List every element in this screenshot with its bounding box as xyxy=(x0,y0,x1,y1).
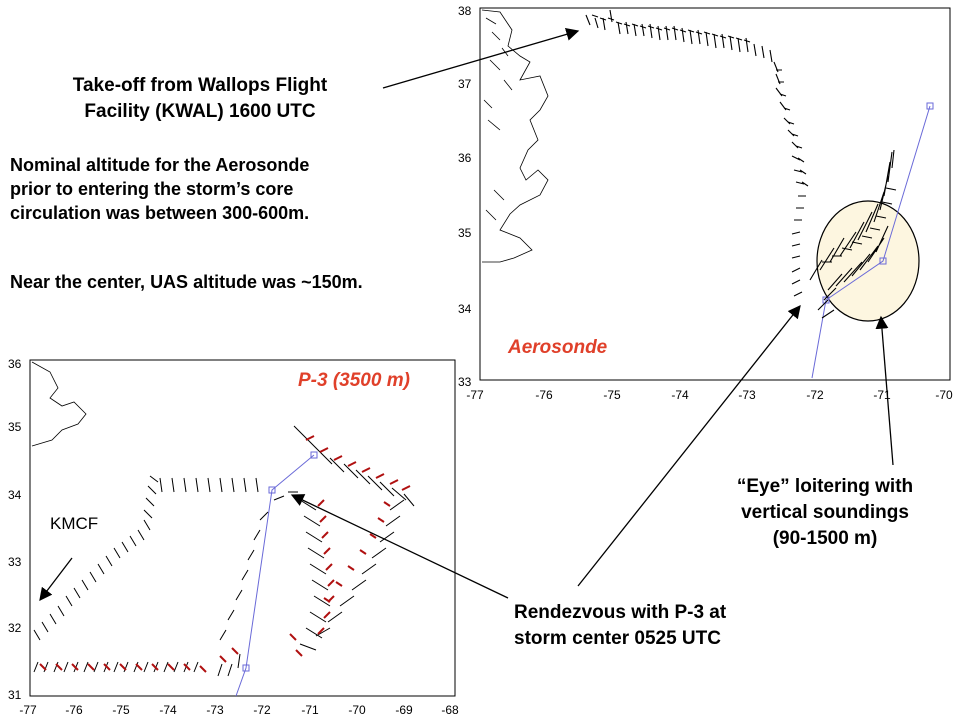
kmcf-arrow xyxy=(39,557,73,602)
takeoff-arrow xyxy=(382,28,580,89)
aerosonde-map-label: Aerosonde xyxy=(508,337,608,358)
nominal-line: circulation was between 300-600m. xyxy=(10,203,310,223)
p3-track xyxy=(235,454,315,697)
eye-annotation: “Eye” loitering with vertical soundings … xyxy=(690,474,960,552)
rendezvous-arrow-p3 xyxy=(290,494,509,599)
rendezvous-line: storm center 0525 UTC xyxy=(514,628,721,649)
x-tick-label: -69 xyxy=(395,703,413,717)
aerosonde-x-ticks: -77 -76 -75 -74 -73 -72 -71 -70 xyxy=(466,388,953,402)
eye-arrow xyxy=(875,315,894,466)
aerosonde-track xyxy=(811,105,931,379)
y-tick-label: 33 xyxy=(8,555,22,569)
y-tick-label: 34 xyxy=(458,302,472,316)
y-tick-label: 36 xyxy=(458,151,472,165)
aerosonde-wind-barbs xyxy=(585,9,897,319)
rendezvous-annotation: Rendezvous with P-3 at storm center 0525… xyxy=(514,600,814,652)
takeoff-line: Facility (KWAL) 1600 UTC xyxy=(84,101,316,122)
aerosonde-y-ticks: 38 37 36 35 34 33 xyxy=(458,4,472,389)
y-tick-label: 32 xyxy=(8,621,22,635)
track-marker xyxy=(879,257,887,265)
rendezvous-line: Rendezvous with P-3 at xyxy=(514,602,727,623)
x-tick-label: -72 xyxy=(806,388,824,402)
x-tick-label: -73 xyxy=(738,388,756,402)
p3-map-label: P-3 (3500 m) xyxy=(298,370,410,391)
x-tick-label: -74 xyxy=(671,388,689,402)
nominal-line: Nominal altitude for the Aerosonde xyxy=(10,155,310,175)
p3-wind-barbs xyxy=(33,425,415,677)
y-tick-label: 35 xyxy=(8,420,22,434)
nominal-altitude-annotation: Nominal altitude for the Aerosonde prior… xyxy=(10,153,460,225)
x-tick-label: -71 xyxy=(301,703,319,717)
takeoff-annotation: Take-off from Wallops Flight Facility (K… xyxy=(0,73,400,125)
y-tick-label: 35 xyxy=(458,226,472,240)
x-tick-label: -72 xyxy=(253,703,271,717)
x-tick-label: -70 xyxy=(935,388,953,402)
x-tick-label: -70 xyxy=(348,703,366,717)
track-marker xyxy=(310,451,318,459)
x-tick-label: -75 xyxy=(112,703,130,717)
track-marker xyxy=(242,664,250,672)
eye-line: “Eye” loitering with xyxy=(736,476,914,497)
y-tick-label: 33 xyxy=(458,375,472,389)
x-tick-label: -77 xyxy=(466,388,484,402)
x-tick-label: -73 xyxy=(206,703,224,717)
p3-y-ticks: 36 35 34 33 32 31 xyxy=(8,357,22,702)
eye-line: (90-1500 m) xyxy=(772,528,878,549)
eye-line: vertical soundings xyxy=(741,502,909,523)
x-tick-label: -76 xyxy=(65,703,83,717)
kmcf-station-label: KMCF xyxy=(50,514,99,533)
aerosonde-plot-frame xyxy=(479,7,951,381)
p3-x-ticks: -77 -76 -75 -74 -73 -72 -71 -70 -69 -68 xyxy=(19,703,459,717)
y-tick-label: 34 xyxy=(8,488,22,502)
track-marker xyxy=(822,296,830,304)
rendezvous-arrow-aerosonde xyxy=(577,304,801,587)
y-tick-label: 38 xyxy=(458,4,472,18)
takeoff-line: Take-off from Wallops Flight xyxy=(72,75,328,96)
p3-plot-frame xyxy=(29,359,456,697)
p3-red-barbs xyxy=(39,435,411,673)
eye-region xyxy=(816,200,920,322)
near-center-annotation: Near the center, UAS altitude was ~150m. xyxy=(10,272,363,292)
x-tick-label: -75 xyxy=(603,388,621,402)
x-tick-label: -76 xyxy=(535,388,553,402)
track-marker xyxy=(926,102,934,110)
x-tick-label: -74 xyxy=(159,703,177,717)
x-tick-label: -77 xyxy=(19,703,37,717)
p3-coastline xyxy=(31,361,87,447)
y-tick-label: 37 xyxy=(458,77,472,91)
y-tick-label: 31 xyxy=(8,688,22,702)
x-tick-label: -68 xyxy=(441,703,459,717)
y-tick-label: 36 xyxy=(8,357,22,371)
nominal-line: prior to entering the storm’s core xyxy=(10,179,294,199)
track-marker xyxy=(268,486,276,494)
